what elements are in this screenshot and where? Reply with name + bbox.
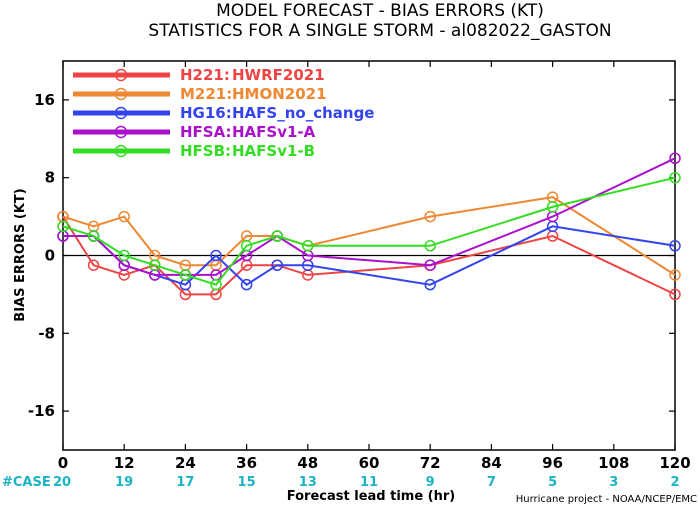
y-tick-label: -16 bbox=[28, 402, 55, 420]
legend-name: H221: bbox=[180, 66, 230, 84]
series-hafsv1-b bbox=[57, 171, 681, 291]
y-tick-label: 16 bbox=[34, 91, 55, 109]
legend-desc: HAFSv1-A bbox=[232, 123, 316, 141]
credit-text: Hurricane project - NOAA/NCEP/EMC bbox=[516, 494, 697, 505]
legend-desc: HAFS_no_change bbox=[232, 104, 374, 122]
data-point bbox=[424, 210, 436, 223]
data-point bbox=[669, 171, 681, 184]
legend-marker bbox=[114, 106, 128, 120]
data-point bbox=[210, 249, 222, 262]
case-count: 7 bbox=[487, 475, 496, 490]
x-tick-label: 36 bbox=[236, 454, 257, 472]
data-point bbox=[210, 278, 222, 291]
case-count: 9 bbox=[426, 475, 435, 490]
case-count: 15 bbox=[238, 475, 256, 490]
legend-desc: HAFSv1-B bbox=[232, 142, 315, 160]
data-point bbox=[271, 230, 283, 242]
case-count: 3 bbox=[609, 475, 618, 490]
data-point bbox=[118, 210, 130, 223]
legend-name: HG16: bbox=[180, 104, 232, 122]
data-point bbox=[240, 278, 253, 291]
x-axis-label: Forecast lead time (hr) bbox=[287, 489, 455, 504]
y-tick-label: 8 bbox=[45, 169, 55, 187]
x-tick-label: 24 bbox=[175, 454, 196, 472]
data-point bbox=[669, 240, 681, 252]
series-line bbox=[62, 176, 676, 286]
data-point bbox=[118, 249, 130, 262]
data-point bbox=[669, 152, 681, 164]
case-label: #CASE bbox=[2, 475, 51, 490]
y-tick-label: -8 bbox=[38, 324, 55, 342]
case-count: 20 bbox=[53, 475, 71, 490]
x-tick-label: 108 bbox=[598, 454, 629, 472]
y-axis-label: BIAS ERRORS (KT) bbox=[13, 188, 28, 321]
x-tick-label: 12 bbox=[114, 454, 135, 472]
legend-marker bbox=[114, 125, 128, 139]
data-point bbox=[271, 259, 283, 271]
data-point bbox=[424, 278, 436, 291]
x-tick-label: 120 bbox=[659, 454, 690, 472]
legend-name: M221: bbox=[180, 85, 232, 103]
x-tick-label: 0 bbox=[58, 454, 68, 472]
y-tick-label: 0 bbox=[45, 247, 55, 265]
data-point bbox=[57, 220, 69, 233]
legend-marker bbox=[114, 68, 128, 82]
legend-name: HFSA: bbox=[180, 123, 232, 141]
legend-name: HFSB: bbox=[180, 142, 231, 160]
x-tick-label: 72 bbox=[420, 454, 441, 472]
data-point bbox=[424, 240, 436, 252]
case-count: 2 bbox=[670, 475, 679, 490]
series-line bbox=[62, 196, 676, 276]
legend-marker bbox=[114, 144, 128, 158]
x-tick-label: 48 bbox=[297, 454, 318, 472]
x-tick-label: 60 bbox=[359, 454, 380, 472]
case-count: 19 bbox=[115, 475, 133, 490]
case-count: 13 bbox=[299, 475, 317, 490]
legend-marker bbox=[114, 87, 128, 101]
data-point bbox=[87, 230, 100, 242]
chart-title: MODEL FORECAST - BIAS ERRORS (KT) bbox=[216, 1, 544, 21]
data-point bbox=[87, 259, 100, 271]
case-count: 5 bbox=[548, 475, 557, 490]
legend-desc: HMON2021 bbox=[232, 85, 327, 103]
data-point bbox=[546, 201, 559, 213]
data-point bbox=[669, 288, 681, 301]
data-point bbox=[240, 240, 253, 252]
data-point bbox=[302, 240, 314, 252]
data-point bbox=[424, 259, 436, 271]
x-tick-label: 96 bbox=[542, 454, 563, 472]
case-count: 17 bbox=[176, 475, 194, 490]
legend-desc: HWRF2021 bbox=[232, 66, 325, 84]
case-count: 11 bbox=[360, 475, 378, 490]
chart-subtitle: STATISTICS FOR A SINGLE STORM - al082022… bbox=[148, 21, 611, 41]
x-tick-label: 84 bbox=[481, 454, 502, 472]
data-point bbox=[669, 269, 681, 281]
data-point bbox=[149, 259, 161, 271]
data-point bbox=[179, 269, 192, 281]
